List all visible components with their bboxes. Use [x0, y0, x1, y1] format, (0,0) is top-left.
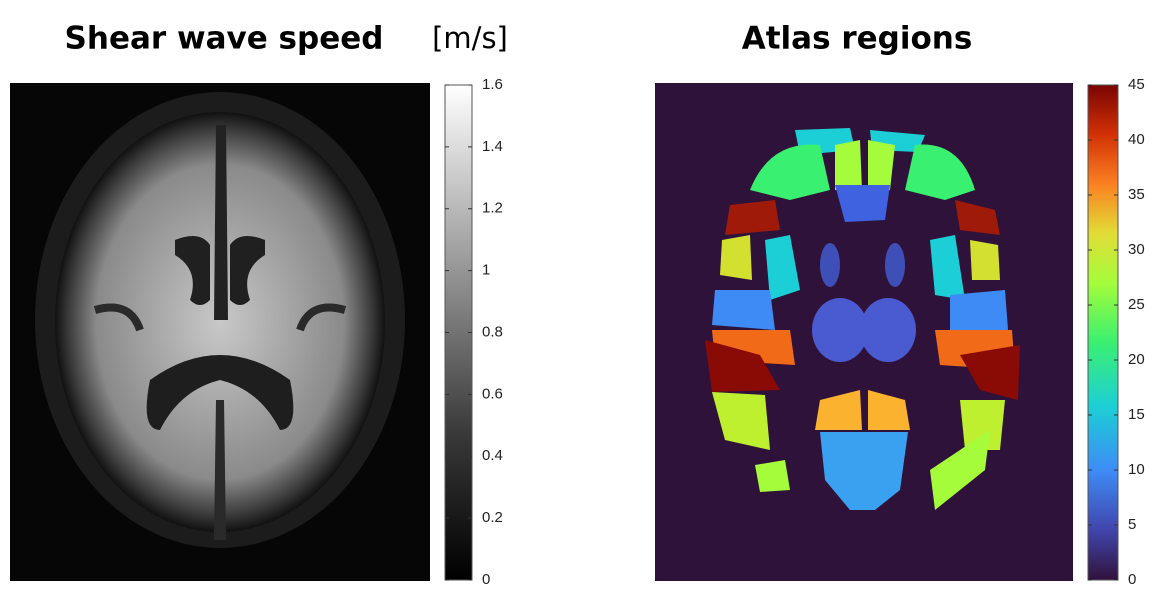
colorbar: [444, 84, 473, 581]
tick-label: 15: [1128, 406, 1145, 423]
tick-label: 40: [1128, 131, 1145, 148]
tick-label: 0.6: [482, 385, 503, 402]
panel-title: Shear wave speed: [65, 21, 384, 57]
atlas-map: [655, 83, 1073, 581]
tick-label: 1.4: [482, 138, 503, 155]
unit-label: [m/s]: [432, 21, 508, 55]
speed-map: [10, 83, 430, 581]
tick-label: 30: [1128, 241, 1145, 258]
tick-label: 35: [1128, 186, 1145, 203]
tick-label: 0: [482, 571, 490, 588]
tick-label: 0: [1128, 571, 1136, 588]
tick-label: 0.2: [482, 509, 503, 526]
tick-label: 1.2: [482, 200, 503, 217]
tick-label: 45: [1128, 76, 1145, 93]
colorbar: [1087, 84, 1119, 581]
tick-label: 1: [482, 262, 490, 279]
tick-label: 25: [1128, 296, 1145, 313]
tick-label: 0.8: [482, 323, 503, 340]
tick-label: 0.4: [482, 447, 503, 464]
tick-label: 10: [1128, 461, 1145, 478]
tick-label: 1.6: [482, 76, 503, 93]
tick-label: 20: [1128, 351, 1145, 368]
tick-label: 5: [1128, 516, 1136, 533]
panel-title: Atlas regions: [742, 21, 973, 57]
